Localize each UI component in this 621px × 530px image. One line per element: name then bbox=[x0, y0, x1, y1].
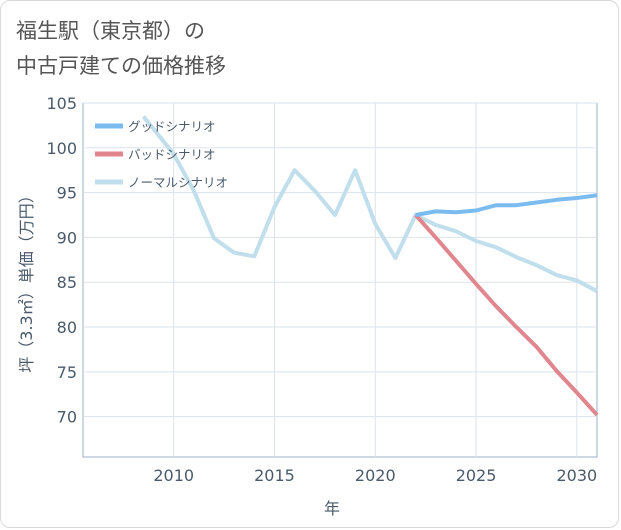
x-axis-title: 年 bbox=[324, 499, 340, 518]
y-tick-label: 90 bbox=[57, 228, 77, 247]
y-tick-label: 100 bbox=[46, 139, 77, 158]
legend-label-2: バッドシナリオ bbox=[128, 147, 216, 162]
axes-layer: 2010 2015 2020 2025 2030 70 75 80 85 90 95 100 105 年 坪… bbox=[17, 94, 597, 518]
y-tick-label: 70 bbox=[57, 408, 77, 427]
x-tick-label: 2015 bbox=[254, 466, 295, 485]
x-tick-label: 2010 bbox=[153, 466, 194, 485]
series-line-1 bbox=[415, 193, 598, 217]
legend-label-3: ノーマルシナリオ bbox=[128, 175, 228, 190]
chart-title-line-1: 福生駅（東京都）の bbox=[16, 19, 205, 43]
legend-label-1: グッドシナリオ bbox=[128, 119, 216, 134]
x-tick-label: 2020 bbox=[355, 466, 396, 485]
y-tick-label: 95 bbox=[57, 184, 77, 203]
y-tick-label: 85 bbox=[57, 273, 77, 292]
y-tick-label: 75 bbox=[57, 363, 77, 382]
y-axis-title: 坪（3.3㎡）単価（万円） bbox=[17, 187, 36, 372]
series-line-2 bbox=[414, 213, 599, 417]
series-layer bbox=[141, 115, 599, 417]
x-tick-label: 2025 bbox=[456, 466, 497, 485]
chart-title-line-2: 中古戸建ての価格推移 bbox=[16, 54, 226, 78]
chart-title: 福生駅（東京都）の 中古戸建ての価格推移 bbox=[16, 14, 226, 84]
x-tick-label: 2030 bbox=[556, 466, 597, 485]
y-tick-label: 105 bbox=[46, 94, 77, 113]
y-tick-label: 80 bbox=[57, 318, 77, 337]
series-line-3 bbox=[141, 115, 598, 293]
